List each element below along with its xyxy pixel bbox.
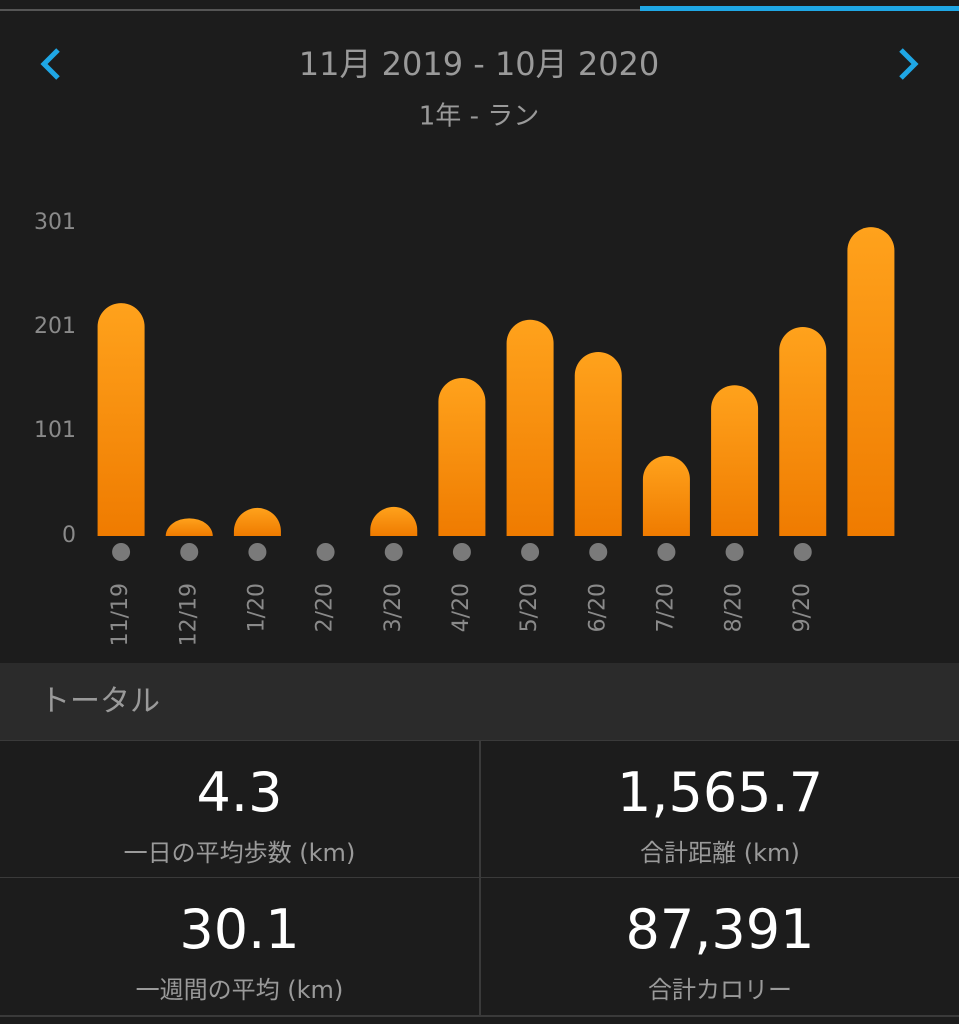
total-value: 87,391: [625, 898, 815, 961]
bar: [847, 227, 895, 536]
x-tick-label: 2/20: [313, 583, 338, 632]
x-tick-label: 11/19: [108, 583, 133, 646]
month-dot: [589, 543, 608, 561]
month-dot: [793, 543, 812, 561]
month-dot: [248, 543, 267, 561]
period-title: 11月 2019 - 10月 2020: [299, 45, 660, 83]
month-dot: [657, 543, 676, 561]
total-label: 一日の平均歩数 (km): [123, 839, 356, 867]
month-dot: [180, 543, 199, 561]
y-tick-label: 0: [62, 523, 76, 548]
x-tick-label: 4/20: [449, 583, 474, 632]
total-cell: 1,565.7 合計距離 (km): [481, 741, 959, 878]
bar: [438, 377, 486, 536]
month-dot: [112, 543, 131, 561]
total-value: 4.3: [196, 761, 283, 824]
tab-indicator: [640, 6, 959, 11]
x-tick-label: 9/20: [790, 583, 815, 632]
bar: [642, 455, 690, 536]
total-label: 一週間の平均 (km): [135, 976, 344, 1004]
bar: [711, 385, 759, 536]
month-dot: [384, 543, 403, 561]
month-dot: [452, 543, 471, 561]
bar: [165, 518, 213, 536]
chart: 11月 2019 - 10月 2020 1年 - ラン 0 101 201 301 11…: [0, 6, 959, 646]
prev-button[interactable]: [40, 48, 60, 80]
total-cell: 30.1 一週間の平均 (km): [0, 878, 481, 1016]
x-tick-label: 6/20: [585, 583, 610, 632]
month-dot: [316, 543, 335, 561]
next-button[interactable]: [899, 48, 919, 80]
total-label: 合計カロリー: [648, 976, 792, 1004]
y-tick-label: 301: [34, 210, 76, 235]
tab-track: [0, 9, 959, 11]
month-dot: [725, 543, 744, 561]
total-value: 30.1: [179, 898, 300, 961]
x-tick-label: 12/19: [176, 583, 201, 646]
y-tick-label: 101: [34, 418, 76, 443]
x-tick-label: 8/20: [722, 583, 747, 632]
bar: [370, 506, 418, 536]
x-tick-label: 1/20: [244, 583, 269, 632]
bar: [574, 351, 622, 536]
bar: [233, 507, 281, 536]
x-tick-label: 5/20: [517, 583, 542, 632]
total-value: 1,565.7: [616, 761, 824, 824]
total-cell: 4.3 一日の平均歩数 (km): [0, 741, 481, 878]
x-tick-label: 3/20: [381, 583, 406, 632]
totals-grid: 4.3 一日の平均歩数 (km) 1,565.7 合計距離 (km) 30.1 一週間の平…: [0, 740, 959, 1017]
total-label: 合計距離 (km): [640, 839, 800, 867]
bar: [779, 326, 827, 536]
totals-title: トータル: [0, 663, 959, 740]
y-tick-label: 201: [34, 314, 76, 339]
month-dot: [521, 543, 540, 561]
period-subtitle: 1年 - ラン: [419, 102, 539, 132]
total-cell: 87,391 合計カロリー: [481, 878, 959, 1016]
x-tick-label: 7/20: [653, 583, 678, 632]
bar: [97, 303, 145, 536]
bar: [506, 319, 554, 536]
